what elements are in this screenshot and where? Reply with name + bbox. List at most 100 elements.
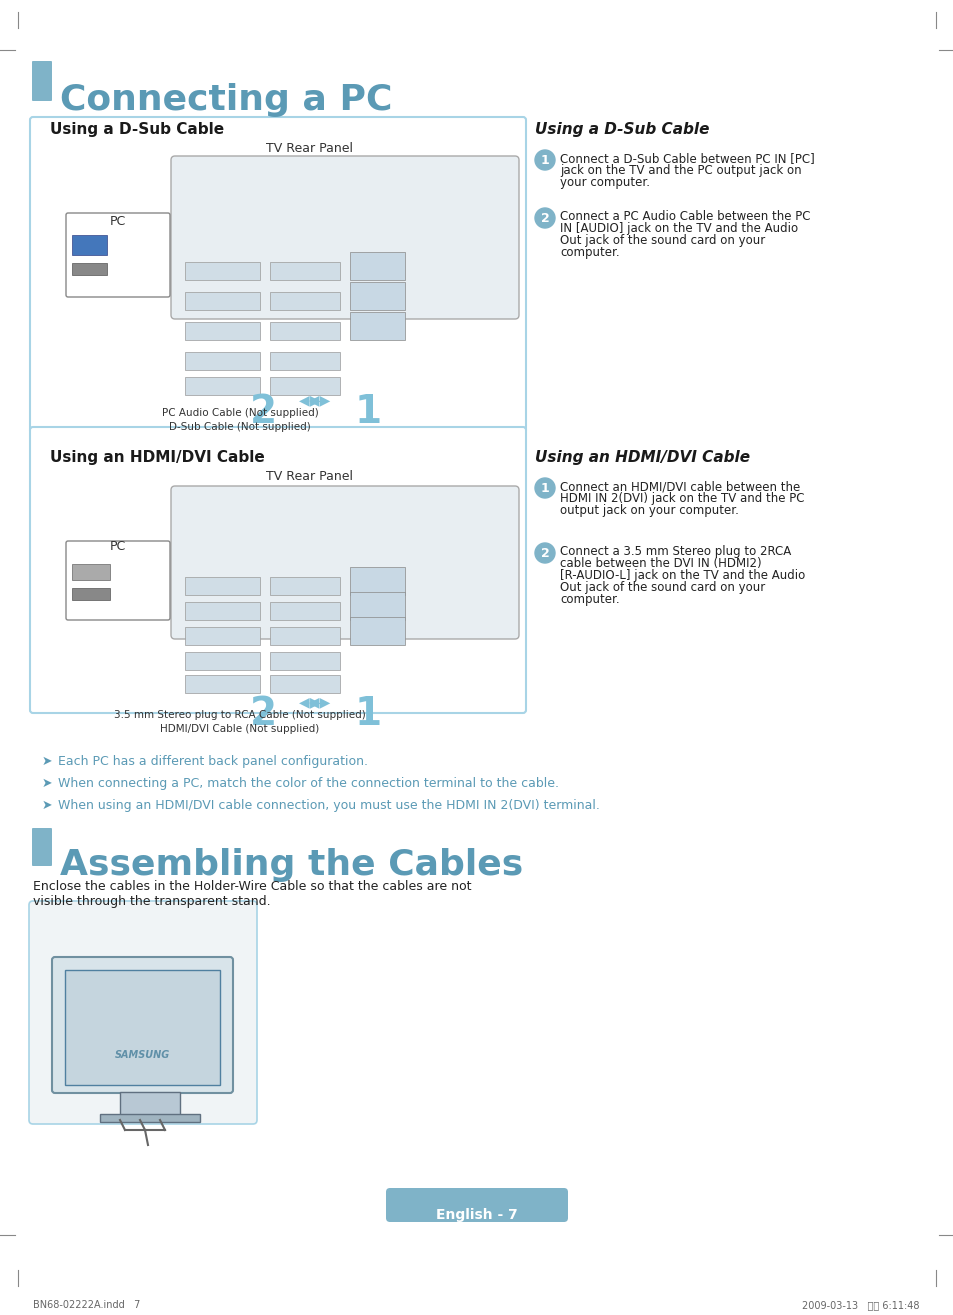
Circle shape [535,208,555,227]
FancyBboxPatch shape [29,901,256,1124]
Text: [R-AUDIO-L] jack on the TV and the Audio: [R-AUDIO-L] jack on the TV and the Audio [559,569,804,583]
Text: Using a D-Sub Cable: Using a D-Sub Cable [535,122,709,137]
FancyBboxPatch shape [66,540,170,619]
Text: Connect a D-Sub Cable between PC IN [PC]: Connect a D-Sub Cable between PC IN [PC] [559,153,814,164]
Bar [350,281,405,310]
Text: SAMSUNG: SAMSUNG [114,1049,170,1060]
Text: Assembling the Cables: Assembling the Cables [60,848,522,882]
FancyBboxPatch shape [32,828,52,867]
Bar [350,592,405,619]
Bar [185,675,260,693]
Text: ▶▶: ▶▶ [310,696,331,709]
Bar [270,652,339,671]
Circle shape [535,150,555,170]
Text: When connecting a PC, match the color of the connection terminal to the cable.: When connecting a PC, match the color of… [58,777,558,790]
Text: Connect a 3.5 mm Stereo plug to 2RCA: Connect a 3.5 mm Stereo plug to 2RCA [559,544,790,558]
Bar [185,652,260,671]
Text: TV Rear Panel: TV Rear Panel [266,142,354,155]
Text: ▶▶: ▶▶ [310,393,331,408]
Text: output jack on your computer.: output jack on your computer. [559,504,739,517]
Text: 1: 1 [355,393,382,431]
Text: computer.: computer. [559,593,619,606]
Bar [71,235,107,255]
Text: 1: 1 [540,481,549,494]
Text: ◀◀: ◀◀ [298,393,319,408]
Text: PC: PC [110,540,126,554]
Circle shape [535,477,555,498]
Text: 2: 2 [540,547,549,559]
Text: 2009-03-13   오후 6:11:48: 2009-03-13 오후 6:11:48 [801,1301,919,1310]
Text: D-Sub Cable (Not supplied): D-Sub Cable (Not supplied) [169,422,311,433]
Bar [185,322,260,341]
Text: 2: 2 [540,212,549,225]
Bar [270,292,339,310]
Bar [270,352,339,370]
Text: visible through the transparent stand.: visible through the transparent stand. [33,896,271,907]
Text: HDMI/DVI Cable (Not supplied): HDMI/DVI Cable (Not supplied) [160,725,319,734]
Text: BN68-02222A.indd   7: BN68-02222A.indd 7 [33,1301,140,1310]
Circle shape [535,543,555,563]
Bar [100,1114,200,1122]
Bar [120,1091,180,1120]
FancyBboxPatch shape [66,213,170,297]
Text: IN [AUDIO] jack on the TV and the Audio: IN [AUDIO] jack on the TV and the Audio [559,222,798,235]
Bar [350,617,405,644]
Text: cable between the DVI IN (HDMI2): cable between the DVI IN (HDMI2) [559,558,760,569]
Text: PC: PC [110,214,126,227]
Text: 1: 1 [540,154,549,167]
FancyBboxPatch shape [30,427,525,713]
Text: PC Audio Cable (Not supplied): PC Audio Cable (Not supplied) [161,408,318,418]
FancyBboxPatch shape [171,156,518,320]
Bar [185,627,260,644]
Bar [185,577,260,594]
Text: Connect an HDMI/DVI cable between the: Connect an HDMI/DVI cable between the [559,480,800,493]
Text: Connect a PC Audio Cable between the PC: Connect a PC Audio Cable between the PC [559,210,810,224]
Text: ➤: ➤ [42,777,52,790]
Text: Out jack of the sound card on your: Out jack of the sound card on your [559,581,764,594]
Bar [350,312,405,341]
Bar [185,377,260,394]
Bar [270,262,339,280]
Bar [270,627,339,644]
Text: When using an HDMI/DVI cable connection, you must use the HDMI IN 2(DVI) termina: When using an HDMI/DVI cable connection,… [58,800,599,811]
Bar [270,577,339,594]
Text: Using an HDMI/DVI Cable: Using an HDMI/DVI Cable [535,450,749,466]
Text: your computer.: your computer. [559,176,649,189]
Bar [185,262,260,280]
Text: English - 7: English - 7 [436,1208,517,1222]
Text: ➤: ➤ [42,755,52,768]
Text: Each PC has a different back panel configuration.: Each PC has a different back panel confi… [58,755,368,768]
Bar [185,352,260,370]
Text: jack on the TV and the PC output jack on: jack on the TV and the PC output jack on [559,164,801,178]
Bar [65,970,220,1085]
Text: TV Rear Panel: TV Rear Panel [266,469,354,483]
FancyBboxPatch shape [171,487,518,639]
Text: HDMI IN 2(DVI) jack on the TV and the PC: HDMI IN 2(DVI) jack on the TV and the PC [559,492,803,505]
FancyBboxPatch shape [32,60,52,101]
Bar [185,292,260,310]
Text: Enclose the cables in the Holder-Wire Cable so that the cables are not: Enclose the cables in the Holder-Wire Ca… [33,880,471,893]
Bar [71,564,110,580]
Text: ➤: ➤ [42,800,52,811]
Text: Using a D-Sub Cable: Using a D-Sub Cable [50,122,224,137]
Bar [270,322,339,341]
Bar [350,252,405,280]
Text: computer.: computer. [559,246,619,259]
Text: 3.5 mm Stereo plug to RCA Cable (Not supplied): 3.5 mm Stereo plug to RCA Cable (Not sup… [114,710,366,721]
Text: ◀◀: ◀◀ [298,696,319,709]
Text: Connecting a PC: Connecting a PC [60,83,392,117]
Bar [270,377,339,394]
Text: 2: 2 [250,393,276,431]
FancyBboxPatch shape [52,957,233,1093]
FancyBboxPatch shape [30,117,525,433]
Bar [71,263,107,275]
Bar [185,602,260,619]
Bar [71,588,110,600]
Text: 2: 2 [250,696,276,732]
Text: 1: 1 [355,696,382,732]
Bar [350,567,405,594]
Text: Using an HDMI/DVI Cable: Using an HDMI/DVI Cable [50,450,265,466]
Bar [270,602,339,619]
Text: Out jack of the sound card on your: Out jack of the sound card on your [559,234,764,247]
FancyBboxPatch shape [386,1187,567,1222]
